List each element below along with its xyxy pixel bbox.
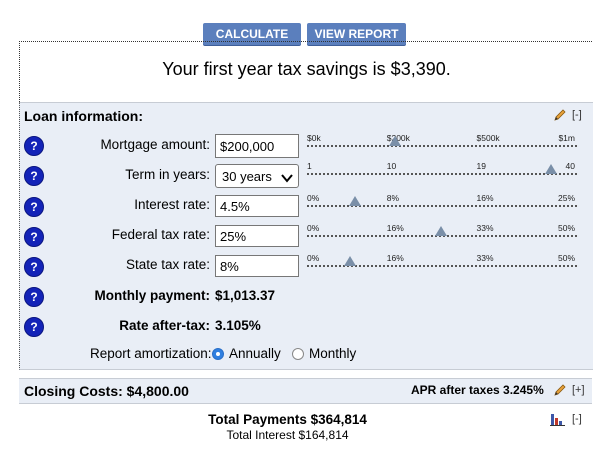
pencil-icon[interactable] <box>553 108 567 122</box>
help-icon-state[interactable]: ? <box>24 257 44 277</box>
view-report-button[interactable]: VIEW REPORT <box>307 23 406 45</box>
slider-track[interactable] <box>307 265 577 267</box>
slider-tick-label: 33% <box>476 223 494 233</box>
slider-tick-label: 50% <box>557 223 575 233</box>
frame-left-line <box>19 41 20 102</box>
slider-thumb[interactable] <box>544 164 557 174</box>
interest-rate-label: Interest rate: <box>134 197 210 212</box>
closing-expand-toggle[interactable]: [+] <box>572 384 585 396</box>
term-label: Term in years: <box>125 167 210 182</box>
term-slider[interactable]: 1 10 19 40 <box>305 161 577 189</box>
closing-costs-bar <box>19 378 592 404</box>
federal-slider[interactable]: 0% 16% 33% 50% <box>305 223 577 251</box>
slider-track[interactable] <box>307 173 577 175</box>
slider-track[interactable] <box>307 235 577 237</box>
slider-tick-label: 16% <box>476 193 494 203</box>
federal-tax-input[interactable]: 25% <box>215 225 299 247</box>
slider-tick-label: 33% <box>476 253 494 263</box>
annually-radio-label[interactable]: Annually <box>229 346 281 361</box>
slider-thumb[interactable] <box>343 256 356 266</box>
chevron-down-icon <box>280 168 294 192</box>
help-icon-federal[interactable]: ? <box>24 227 44 247</box>
interest-rate-input[interactable]: 4.5% <box>215 195 299 217</box>
federal-tax-label: Federal tax rate: <box>111 227 210 242</box>
apr-after-taxes: APR after taxes 3.245% <box>411 383 544 397</box>
closing-costs-label: Closing Costs: $4,800.00 <box>24 383 189 399</box>
state-tax-label: State tax rate: <box>125 257 210 272</box>
rate-after-tax-label: Rate after-tax: <box>119 318 210 333</box>
slider-tick-label: $500k <box>476 133 500 143</box>
interest-slider[interactable]: 0% 8% 16% 25% <box>305 193 577 221</box>
slider-tick-label: 0% <box>307 193 320 203</box>
slider-tick-label: 10 <box>386 161 397 171</box>
slider-tick-label: 40 <box>565 161 575 171</box>
help-icon-term[interactable]: ? <box>24 166 44 186</box>
slider-tick-label: $0k <box>307 133 321 143</box>
slider-tick-label: 16% <box>386 223 404 233</box>
state-tax-input[interactable]: 8% <box>215 255 299 277</box>
mortgage-amount-label: Mortgage amount: <box>100 137 210 152</box>
mortgage-amount-input[interactable]: $200,000 <box>215 134 299 158</box>
slider-tick-label: 0% <box>307 253 320 263</box>
slider-tick-label: 50% <box>557 253 575 263</box>
rate-after-tax-value: 3.105% <box>215 318 261 333</box>
monthly-radio[interactable] <box>292 348 304 360</box>
slider-track[interactable] <box>307 205 577 207</box>
term-select[interactable]: 30 years <box>215 164 299 188</box>
help-icon-mortgage[interactable]: ? <box>24 136 44 156</box>
total-interest: Total Interest $164,814 <box>226 428 349 442</box>
state-slider[interactable]: 0% 16% 33% 50% <box>305 253 577 281</box>
annually-radio[interactable] <box>212 348 224 360</box>
frame-top-line <box>19 41 592 42</box>
slider-tick-label: 16% <box>386 253 404 263</box>
term-select-value: 30 years <box>222 169 272 184</box>
slider-tick-label: 1 <box>307 161 312 171</box>
monthly-payment-value: $1,013.37 <box>215 288 276 303</box>
slider-thumb[interactable] <box>435 226 447 236</box>
total-payments: Total Payments $364,814 <box>208 412 367 427</box>
monthly-payment-label: Monthly payment: <box>94 288 210 303</box>
help-icon-rate-after-tax[interactable]: ? <box>24 317 44 337</box>
slider-tick-label: 0% <box>307 223 320 233</box>
help-icon-interest[interactable]: ? <box>24 197 44 217</box>
slider-thumb[interactable] <box>389 136 402 146</box>
tax-savings-headline: Your first year tax savings is $3,390. <box>162 59 451 79</box>
slider-tick-label: 25% <box>557 193 575 203</box>
totals-collapse-toggle[interactable]: [-] <box>572 413 582 425</box>
slider-track[interactable] <box>307 145 577 147</box>
bar-chart-icon[interactable] <box>550 412 566 426</box>
loan-collapse-toggle[interactable]: [-] <box>572 109 582 121</box>
slider-tick-label: 19 <box>476 161 486 171</box>
report-amortization-label: Report amortization: <box>90 346 212 361</box>
slider-thumb[interactable] <box>349 196 362 206</box>
monthly-radio-label[interactable]: Monthly <box>309 346 357 361</box>
slider-tick-label: $1m <box>558 133 575 143</box>
mortgage-slider[interactable]: $0k $200k $500k $1m <box>305 133 577 161</box>
slider-tick-label: 8% <box>386 193 400 203</box>
calculate-button[interactable]: CALCULATE <box>203 23 301 45</box>
pencil-icon[interactable] <box>553 383 567 397</box>
loan-section-title: Loan information: <box>24 108 143 124</box>
help-icon-monthly-payment[interactable]: ? <box>24 287 44 307</box>
